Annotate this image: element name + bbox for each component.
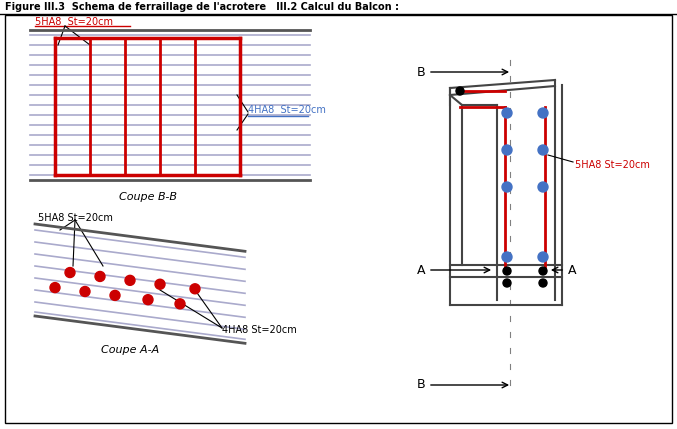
Circle shape [503,279,511,287]
Text: 5HA8  St=20cm: 5HA8 St=20cm [35,17,113,27]
Circle shape [539,279,547,287]
Circle shape [143,295,153,305]
Circle shape [95,272,105,281]
Circle shape [65,268,75,278]
Circle shape [502,145,512,155]
Circle shape [503,267,511,275]
Text: 5HA8 St=20cm: 5HA8 St=20cm [38,213,113,223]
Text: B: B [416,378,425,392]
Circle shape [538,108,548,118]
Text: 4HA8 St=20cm: 4HA8 St=20cm [222,325,297,335]
Text: Coupe B-B: Coupe B-B [119,192,177,202]
Circle shape [50,283,60,293]
Circle shape [538,145,548,155]
Text: A: A [568,263,577,277]
Text: Coupe A-A: Coupe A-A [101,345,159,355]
Circle shape [502,182,512,192]
Circle shape [502,252,512,262]
Circle shape [110,290,120,300]
Circle shape [539,267,547,275]
Circle shape [125,275,135,285]
Text: A: A [416,263,425,277]
Circle shape [502,108,512,118]
Text: B: B [416,66,425,79]
Text: 5HA8 St=20cm: 5HA8 St=20cm [575,160,650,170]
Circle shape [190,284,200,294]
Circle shape [456,87,464,95]
Circle shape [155,279,165,289]
Text: 4HA8  St=20cm: 4HA8 St=20cm [248,105,326,115]
Circle shape [80,287,90,296]
Circle shape [538,252,548,262]
Circle shape [538,182,548,192]
Circle shape [175,299,185,309]
Text: Figure III.3  Schema de ferraillage de l'acrotere   III.2 Calcul du Balcon :: Figure III.3 Schema de ferraillage de l'… [5,2,399,12]
